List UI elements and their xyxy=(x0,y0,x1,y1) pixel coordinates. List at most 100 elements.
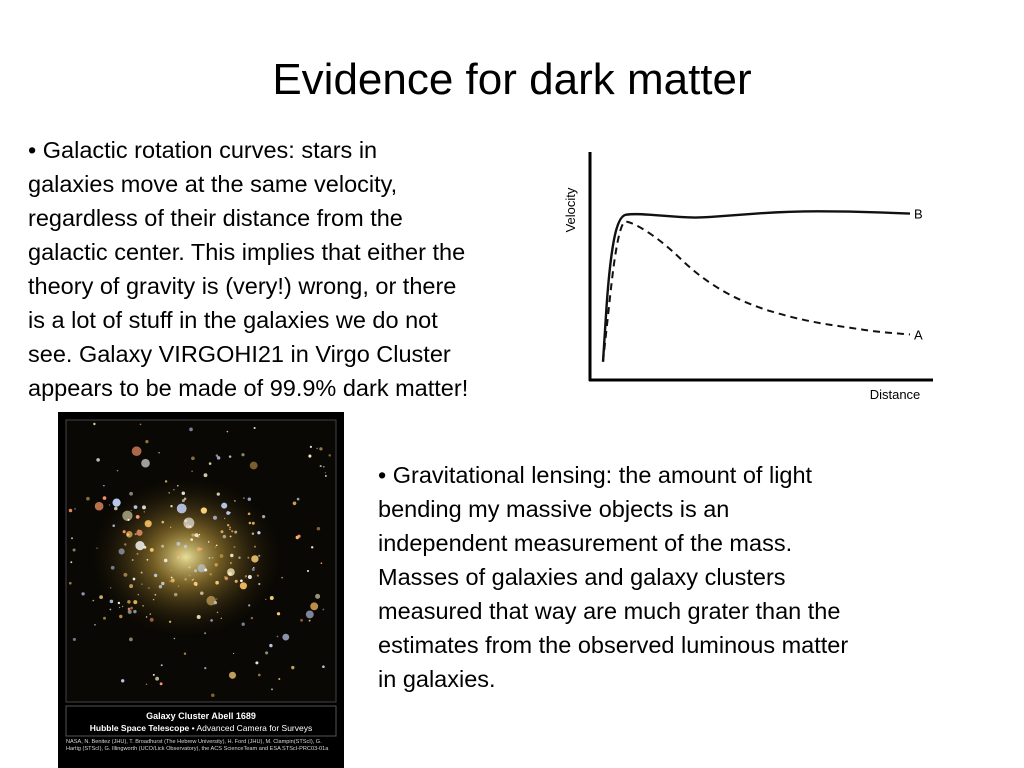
galaxy-dot xyxy=(223,517,226,520)
galaxy-dot xyxy=(310,602,319,611)
galaxy-dot xyxy=(258,582,261,586)
galaxy-dot xyxy=(68,508,73,513)
galaxy-dot xyxy=(190,538,193,541)
galaxy-dot xyxy=(216,456,221,460)
galaxy-dot xyxy=(71,537,73,540)
galaxy-dot xyxy=(154,593,157,596)
galaxy-dot xyxy=(216,598,218,600)
photo-caption-telescope: Hubble Space Telescope xyxy=(89,723,190,733)
galaxy-dot xyxy=(191,578,194,581)
galaxy-dot xyxy=(109,599,114,604)
galaxy-dot xyxy=(226,430,229,433)
galaxy-dot xyxy=(240,579,243,583)
galaxy-dot xyxy=(94,624,96,626)
galaxy-dot xyxy=(142,605,144,607)
galaxy-dot xyxy=(257,673,261,677)
galaxy-dot xyxy=(234,530,238,534)
galaxy-dot xyxy=(241,453,245,457)
galaxy-dot xyxy=(116,470,119,472)
galaxy-dot xyxy=(194,569,198,573)
galaxy-dot xyxy=(214,546,217,548)
galaxy-dot xyxy=(136,529,143,536)
galaxy-dot xyxy=(161,581,165,586)
galaxy-dot xyxy=(292,501,297,506)
galaxy-dot xyxy=(124,543,127,546)
galaxy-dot xyxy=(234,500,236,502)
slide-title: Evidence for dark matter xyxy=(272,55,752,104)
galaxy-dot xyxy=(221,502,228,509)
rotation-curves-bullet: • Galactic rotation curves: stars in gal… xyxy=(28,137,469,401)
galaxy-dot xyxy=(149,613,152,615)
galaxy-dot xyxy=(191,533,195,537)
galaxy-dot xyxy=(145,683,148,686)
galaxy-dot xyxy=(121,679,125,683)
galaxy-dot xyxy=(127,609,132,614)
galaxy-dot xyxy=(114,506,118,511)
galaxy-dot xyxy=(300,618,304,622)
galaxy-dot xyxy=(257,531,261,535)
galaxy-dot xyxy=(177,556,180,559)
x-axis-label: Distance xyxy=(870,387,921,402)
galaxy-dot xyxy=(108,504,111,506)
galaxy-dot xyxy=(183,497,187,501)
galaxy-dot xyxy=(74,508,76,510)
galaxy-dot xyxy=(169,580,171,583)
galaxy-dot xyxy=(231,530,234,533)
galaxy-dot xyxy=(70,561,73,564)
galaxy-dot xyxy=(118,548,125,555)
galaxy-dot xyxy=(243,497,245,499)
galaxy-dot xyxy=(200,507,208,514)
galaxy-dot xyxy=(233,545,236,548)
galaxy-dot xyxy=(194,533,199,538)
galaxy-dot xyxy=(322,608,325,611)
series-label-b: B xyxy=(914,207,923,222)
galaxy-dot xyxy=(176,541,181,546)
galaxy-dot xyxy=(258,554,261,557)
galaxy-dot xyxy=(262,515,266,519)
galaxy-dot xyxy=(119,614,123,619)
galaxy-dot xyxy=(278,677,281,681)
galaxy-dot xyxy=(204,632,207,635)
galaxy-dot xyxy=(216,492,220,496)
galaxy-dot xyxy=(181,499,185,503)
galaxy-dot xyxy=(196,615,201,619)
galaxy-dot xyxy=(145,616,148,618)
galaxy-dot xyxy=(229,535,232,538)
galaxy-dot xyxy=(137,593,140,596)
galaxy-dot xyxy=(315,593,321,599)
galaxy-dot xyxy=(320,562,323,565)
galaxy-dot xyxy=(117,601,121,605)
galaxy-dot xyxy=(94,501,104,511)
galaxy-dot xyxy=(209,573,212,576)
galaxy-dot xyxy=(222,534,227,539)
galaxy-dot xyxy=(224,576,229,581)
galaxy-dot xyxy=(228,455,232,458)
galaxy-dot xyxy=(129,491,133,496)
galaxy-dot xyxy=(233,652,235,655)
galaxy-dot xyxy=(153,573,158,578)
y-axis-label: Velocity xyxy=(563,187,578,232)
galaxy-dot xyxy=(215,544,218,547)
galaxy-dot xyxy=(220,530,224,534)
galaxy-dot xyxy=(228,572,232,576)
galaxy-dot xyxy=(159,682,163,686)
galaxy-dot xyxy=(102,496,107,500)
galaxy-dot xyxy=(141,583,143,585)
galaxy-dot xyxy=(324,474,327,477)
galaxy-dot xyxy=(322,665,325,668)
galaxy-dot xyxy=(170,526,172,528)
galaxy-dot xyxy=(213,515,217,520)
galaxy-dot xyxy=(86,496,90,501)
galaxy-dot xyxy=(195,584,198,586)
galaxy-dot xyxy=(229,562,232,564)
galaxy-dot xyxy=(127,600,131,604)
galaxy-dot xyxy=(170,505,173,508)
galaxy-dot xyxy=(271,688,273,691)
galaxy-dot xyxy=(251,521,255,525)
galaxy-dot xyxy=(188,566,191,569)
galaxy-dot xyxy=(247,575,252,579)
galaxy-dot xyxy=(170,569,172,571)
galaxy-dot xyxy=(316,526,321,531)
photo-credit: NASA, N. Benitez (JHU), T. Broadhurst (T… xyxy=(66,739,329,752)
galaxy-dot xyxy=(207,541,210,543)
